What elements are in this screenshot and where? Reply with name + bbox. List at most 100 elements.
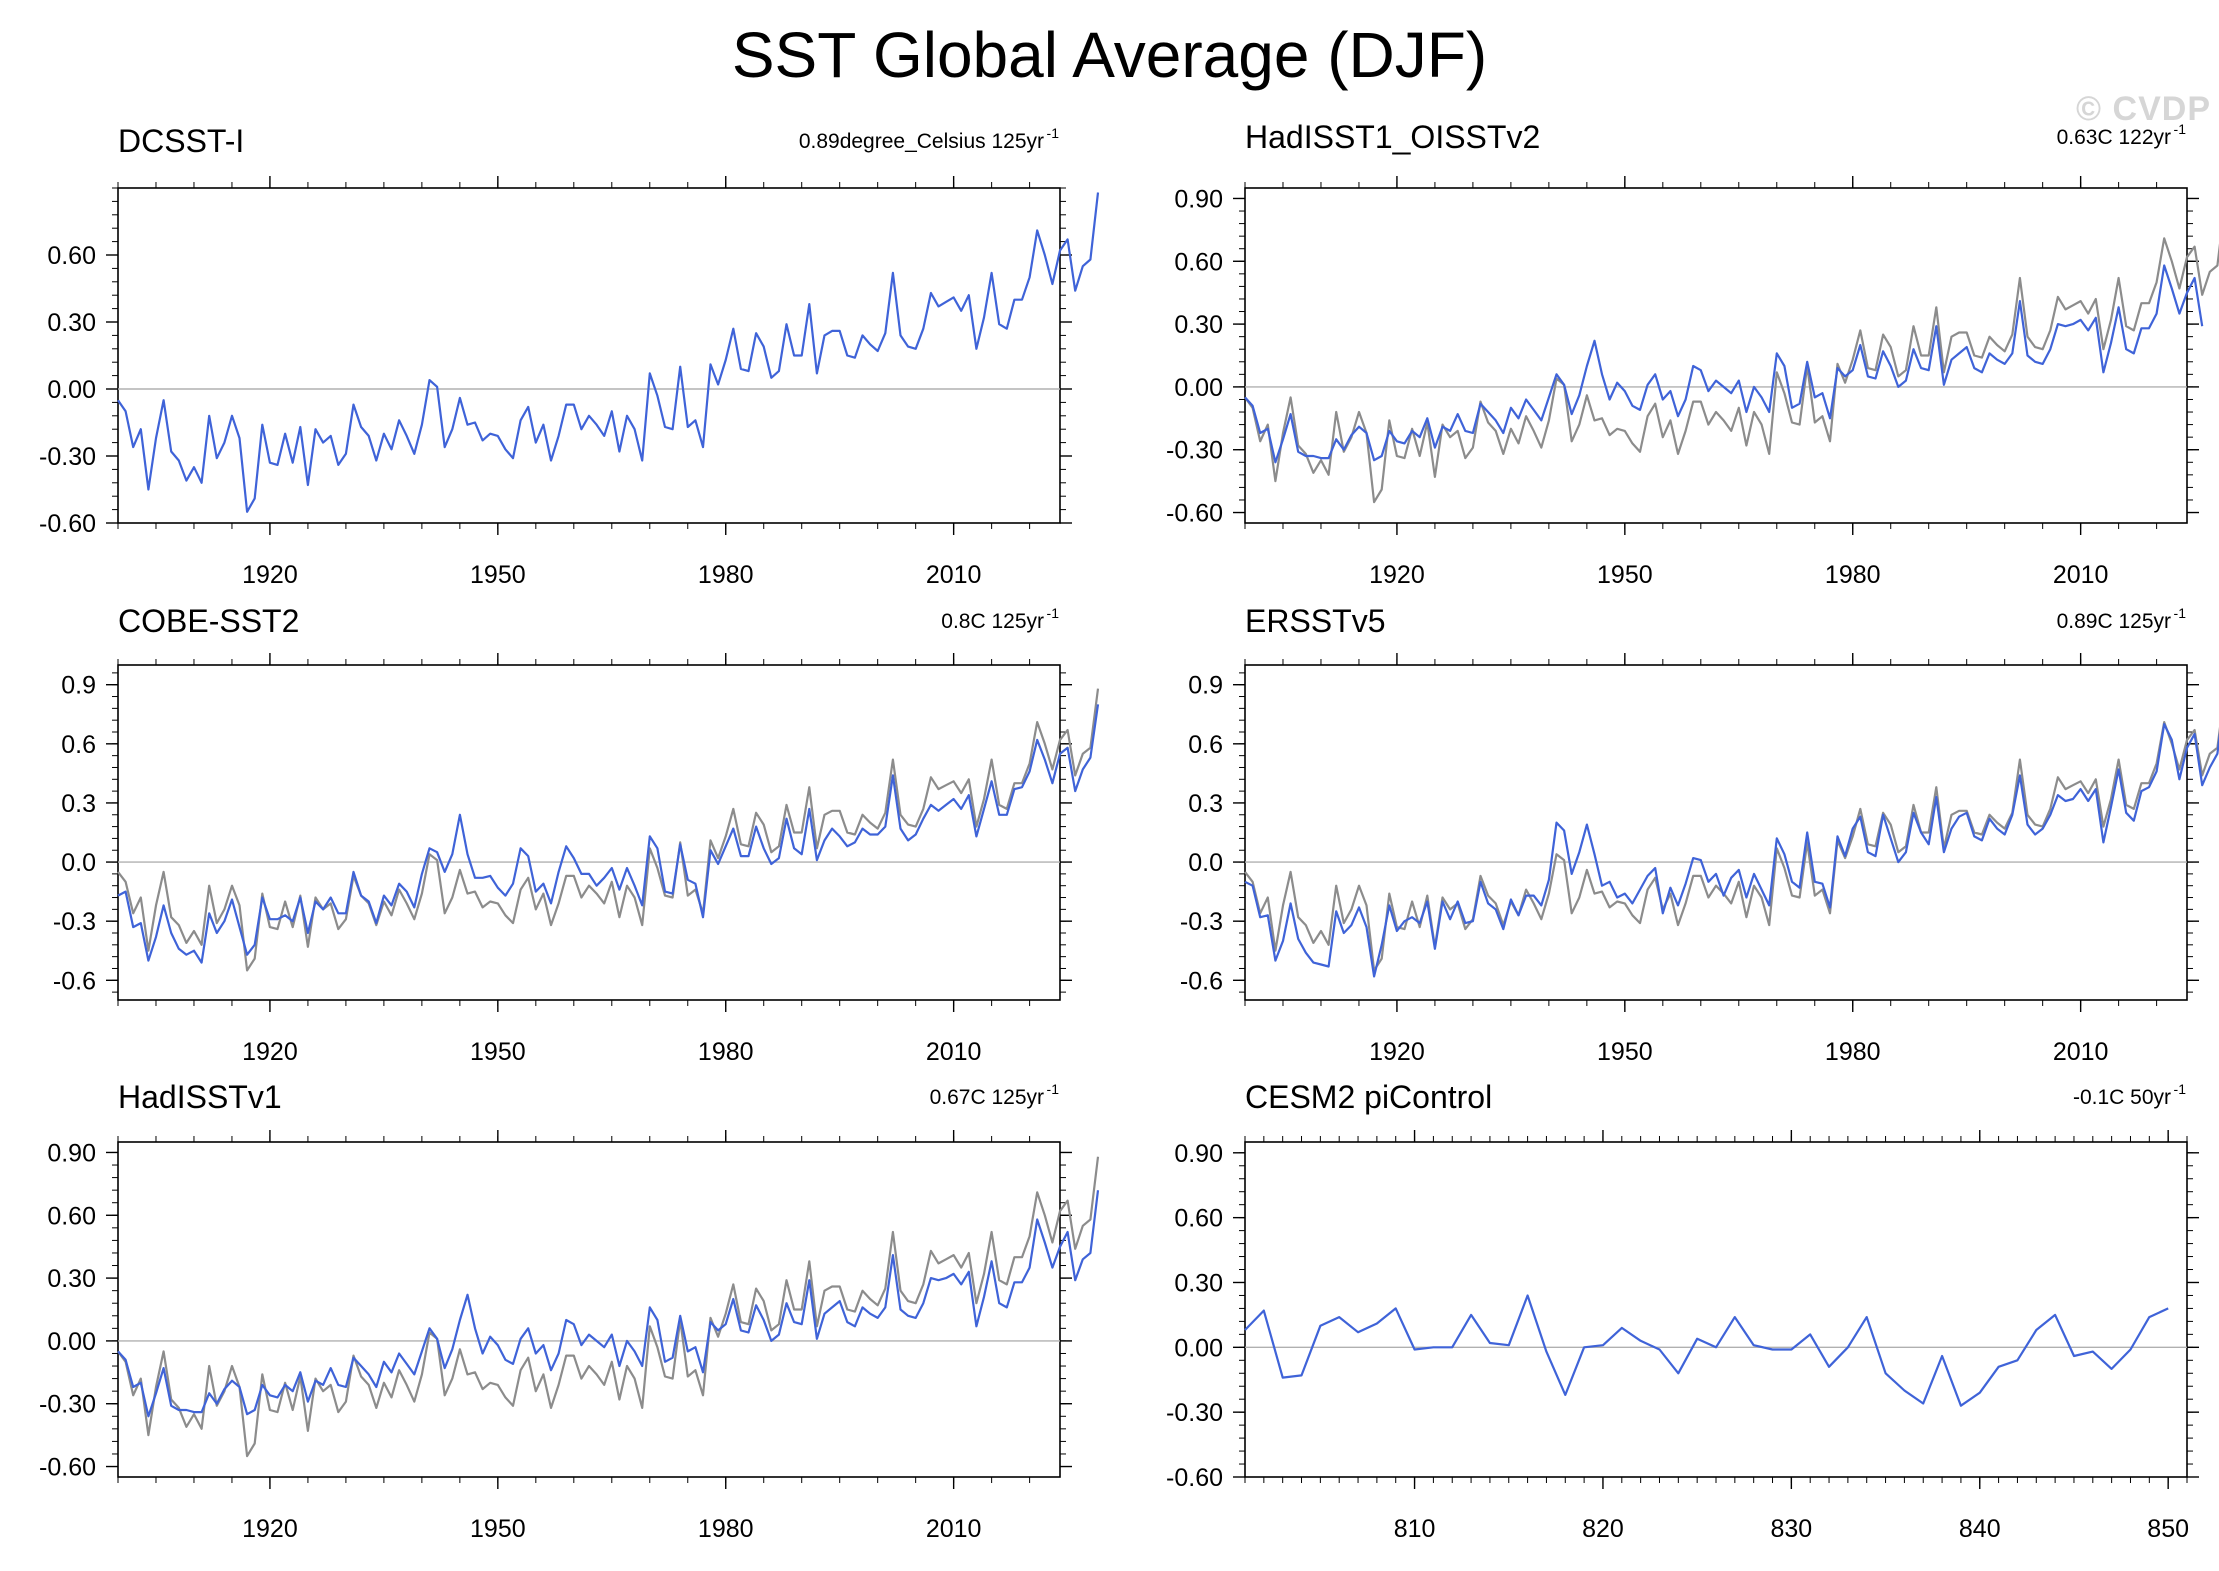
x-tick-label: 2010 (2053, 1038, 2109, 1066)
y-tick-label: -0.60 (39, 510, 96, 538)
trend-label-exponent: -1 (2174, 605, 2187, 621)
trend-label: 0.89C 125yr (2057, 610, 2171, 633)
trend-label: 0.89degree_Celsius 125yr (799, 130, 1044, 153)
y-tick-label: 0.9 (61, 672, 96, 700)
y-tick-label: -0.6 (1180, 967, 1223, 995)
watermark: © CVDP (2076, 90, 2211, 128)
x-tick-label: 1950 (470, 1515, 526, 1543)
y-tick-label: 0.60 (1174, 1205, 1223, 1233)
x-tick-label: 1950 (1597, 561, 1653, 589)
x-tick-label: 840 (1959, 1515, 2001, 1543)
y-tick-label: -0.30 (1166, 437, 1223, 465)
x-tick-label: 1950 (470, 1038, 526, 1066)
y-tick-label: 0.9 (1188, 672, 1223, 700)
figure-title: SST Global Average (DJF) (731, 19, 1488, 91)
trend-label-exponent: -1 (2174, 121, 2187, 137)
trend-label-exponent: -1 (1047, 125, 1060, 141)
y-tick-label: 0.30 (47, 309, 96, 337)
y-tick-label: 0.30 (47, 1265, 96, 1293)
y-tick-label: 0.90 (47, 1139, 96, 1167)
chart-panel-5: -0.60 -0.30 0.00 0.30 0.60 0.90 1920 1950 1980 20… (39, 1079, 1100, 1543)
series-line-dcsst-i (1244, 720, 2219, 972)
panel-title: DCSST-I (118, 123, 244, 159)
x-tick-label: 1980 (1825, 561, 1881, 589)
panel-title: HadISST1_OISSTv2 (1245, 119, 1540, 155)
series-line-dcsst-i (1244, 237, 2219, 504)
y-tick-label: -0.3 (1180, 908, 1223, 936)
y-tick-label: -0.60 (1166, 1464, 1223, 1492)
y-tick-label: 0.0 (1188, 849, 1223, 877)
series-line-hadisstv1 (117, 1190, 1100, 1418)
series-line-cesm2-picontrol (1244, 1294, 2169, 1407)
y-tick-label: 0.00 (1174, 374, 1223, 402)
series-line-dcsst-i (117, 192, 1100, 513)
y-tick-label: 0.60 (1174, 248, 1223, 276)
y-tick-label: 0.3 (1188, 790, 1223, 818)
x-tick-label: 1980 (1825, 1038, 1881, 1066)
chart-panel-3: -0.6 -0.3 0.0 0.3 0.6 0.9 1920 1950 1980 2010 COBE… (53, 603, 1100, 1066)
trend-label-exponent: -1 (1047, 605, 1060, 621)
x-tick-label: 1950 (470, 561, 526, 589)
plot-frame (1244, 1141, 2188, 1478)
y-tick-label: 0.30 (1174, 311, 1223, 339)
plot-frame (117, 664, 1061, 1001)
y-tick-label: -0.30 (39, 443, 96, 471)
x-tick-label: 810 (1394, 1515, 1436, 1543)
x-tick-label: 2010 (926, 561, 982, 589)
x-tick-label: 1920 (1369, 561, 1425, 589)
y-tick-label: 0.0 (61, 849, 96, 877)
series-line-ersstv5 (1244, 722, 2219, 978)
panel-title: COBE-SST2 (118, 603, 299, 639)
x-tick-label: 2010 (926, 1038, 982, 1066)
y-tick-label: -0.60 (1166, 500, 1223, 528)
x-tick-label: 2010 (926, 1515, 982, 1543)
trend-label-exponent: -1 (2174, 1081, 2187, 1097)
series-line-dcsst-i (117, 688, 1100, 972)
x-tick-label: 2010 (2053, 561, 2109, 589)
x-tick-label: 1920 (242, 1515, 298, 1543)
y-tick-label: 0.6 (61, 731, 96, 759)
y-tick-label: 0.00 (47, 1328, 96, 1356)
y-tick-label: 0.00 (1174, 1334, 1223, 1362)
trend-label-exponent: -1 (1047, 1081, 1060, 1097)
plot-frame (117, 1141, 1061, 1478)
series-line-dcsst-i (117, 1156, 1100, 1458)
x-tick-label: 1980 (698, 1038, 754, 1066)
y-tick-label: 0.3 (61, 790, 96, 818)
series-line-cobe-sst2 (117, 704, 1100, 964)
y-tick-label: 0.60 (47, 242, 96, 270)
series-line-hadisst1-oisstv2 (1244, 264, 2204, 464)
y-tick-label: -0.3 (53, 908, 96, 936)
y-tick-label: -0.30 (39, 1391, 96, 1419)
panel-title: CESM2 piControl (1245, 1079, 1492, 1115)
x-tick-label: 1920 (242, 561, 298, 589)
x-tick-label: 1920 (242, 1038, 298, 1066)
plot-frame (1244, 187, 2188, 524)
x-tick-label: 850 (2147, 1515, 2189, 1543)
x-tick-label: 1950 (1597, 1038, 1653, 1066)
plot-frame (1244, 664, 2188, 1001)
panel-title: HadISSTv1 (118, 1079, 282, 1115)
trend-label: 0.63C 122yr (2057, 126, 2171, 149)
x-tick-label: 1980 (698, 1515, 754, 1543)
x-tick-label: 830 (1771, 1515, 1813, 1543)
y-tick-label: -0.6 (53, 967, 96, 995)
chart-panel-6: -0.60 -0.30 0.00 0.30 0.60 0.90 810 820 830 840 85… (1166, 1079, 2199, 1543)
y-tick-label: 0.00 (47, 376, 96, 404)
plot-frame (117, 187, 1061, 524)
y-tick-label: 0.90 (1174, 185, 1223, 213)
x-tick-label: 820 (1582, 1515, 1624, 1543)
trend-label: 0.67C 125yr (930, 1086, 1044, 1109)
y-tick-label: 0.60 (47, 1202, 96, 1230)
y-tick-label: 0.30 (1174, 1269, 1223, 1297)
x-tick-label: 1920 (1369, 1038, 1425, 1066)
panel-title: ERSSTv5 (1245, 603, 1385, 639)
y-tick-label: 0.6 (1188, 731, 1223, 759)
chart-panel-1: -0.60 -0.30 0.00 0.30 0.60 1920 1950 1980 2010 DC… (39, 123, 1100, 589)
trend-label: -0.1C 50yr (2073, 1086, 2171, 1109)
y-tick-label: -0.30 (1166, 1399, 1223, 1427)
y-tick-label: -0.60 (39, 1454, 96, 1482)
chart-panel-2: -0.60 -0.30 0.00 0.30 0.60 0.90 1920 1950 1980 20… (1166, 119, 2219, 589)
chart-panel-4: -0.6 -0.3 0.0 0.3 0.6 0.9 1920 1950 1980 2010 ERSS… (1180, 603, 2219, 1066)
y-tick-label: 0.90 (1174, 1140, 1223, 1168)
